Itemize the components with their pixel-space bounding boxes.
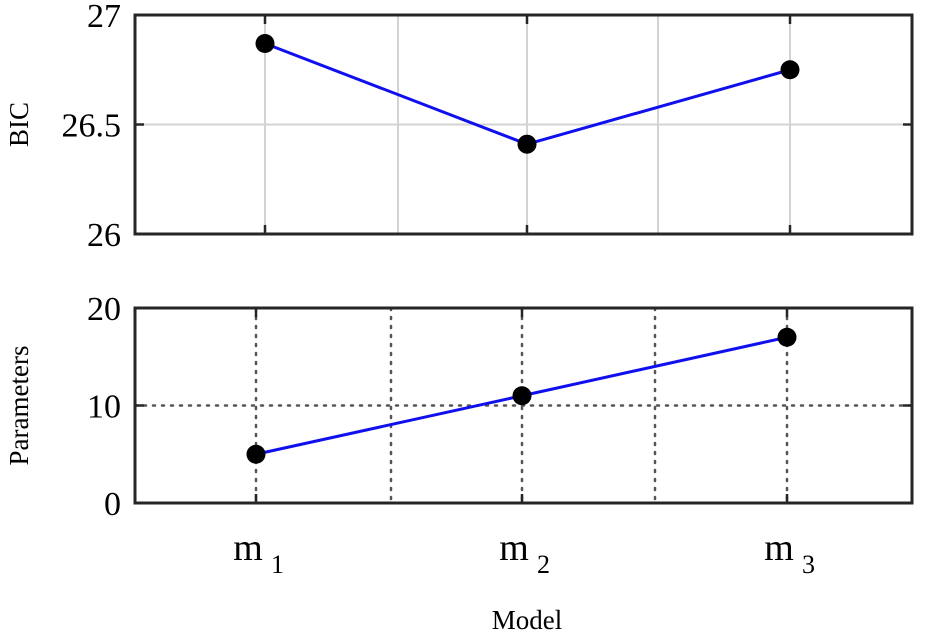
params-data-point (246, 444, 266, 464)
x-tick-label-base: m (233, 527, 263, 569)
x-tick-label: m (233, 527, 263, 569)
params-y-axis-title: Parameters (4, 346, 34, 466)
params-y-tick-label: 10 (87, 389, 121, 426)
bic-y-tick-label: 26.5 (62, 108, 122, 145)
x-tick-label-base: m (499, 527, 529, 569)
x-axis-title: Model (492, 605, 563, 634)
x-tick-label-base: m (764, 527, 794, 569)
bic-y-tick-label: 26 (87, 217, 121, 254)
bic-data-point (255, 33, 275, 53)
bic-data-point (517, 134, 537, 154)
params-y-tick-label: 20 (87, 291, 121, 328)
x-tick-label-subscript: 3 (802, 550, 815, 579)
params-data-point (512, 386, 532, 406)
x-tick-label: m (764, 527, 794, 569)
bic-data-point (780, 60, 800, 80)
x-tick-label-subscript: 2 (537, 550, 550, 579)
bic-panel: 26 26.5 27 BIC (4, 0, 914, 254)
x-tick-label: m (499, 527, 529, 569)
x-tick-label-subscript: 1 (271, 550, 284, 579)
bic-y-tick-label: 27 (87, 0, 121, 35)
params-data-point (777, 327, 797, 347)
params-y-tick-label: 0 (104, 486, 121, 523)
bic-y-axis-title: BIC (4, 102, 34, 147)
